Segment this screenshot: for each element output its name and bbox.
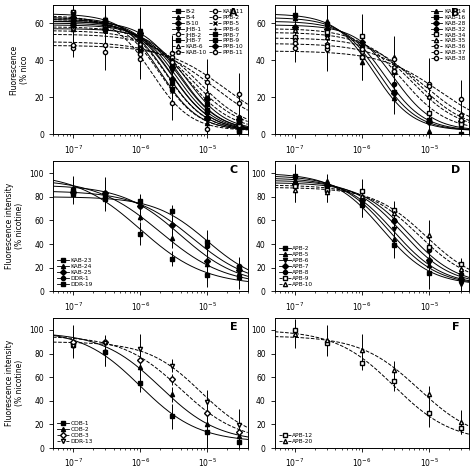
Text: C: C bbox=[230, 165, 238, 175]
Legend: B-2, B-4, B-10, JHB-1, JHB-2, JHB-7, KAB-6, KAB-10, KAB-11, PPB-2, PPB-5, PPB-6,: B-2, B-4, B-10, JHB-1, JHB-2, JHB-7, KAB… bbox=[171, 8, 245, 56]
Y-axis label: Fluorescence intensity
(% nicotine): Fluorescence intensity (% nicotine) bbox=[5, 340, 24, 426]
Legend: KAB-23, KAB-24, KAB-25, DDR-1, DDR-19: KAB-23, KAB-24, KAB-25, DDR-1, DDR-19 bbox=[56, 257, 94, 288]
Legend: APB-12, APB-20: APB-12, APB-20 bbox=[278, 432, 315, 445]
Y-axis label: Fluorescence
(% nico: Fluorescence (% nico bbox=[9, 45, 28, 95]
Legend: KAB-14, KAB-16, KAB-28, KAB-32, KAB-34, KAB-35, KAB-36, KAB-37, KAB-38: KAB-14, KAB-16, KAB-28, KAB-32, KAB-34, … bbox=[429, 8, 466, 63]
Text: E: E bbox=[230, 322, 238, 332]
Text: D: D bbox=[450, 165, 460, 175]
Legend: COB-1, COB-2, COB-3, DDR-13: COB-1, COB-2, COB-3, DDR-13 bbox=[56, 420, 94, 445]
Y-axis label: Fluorescence intensity
(% nicotine): Fluorescence intensity (% nicotine) bbox=[5, 183, 24, 269]
Legend: APB-2, APB-5, APB-6, APB-7, APB-8, APB-9, APB-10: APB-2, APB-5, APB-6, APB-7, APB-8, APB-9… bbox=[278, 245, 315, 288]
Text: A: A bbox=[229, 9, 238, 18]
Text: B: B bbox=[451, 9, 460, 18]
Text: F: F bbox=[452, 322, 460, 332]
